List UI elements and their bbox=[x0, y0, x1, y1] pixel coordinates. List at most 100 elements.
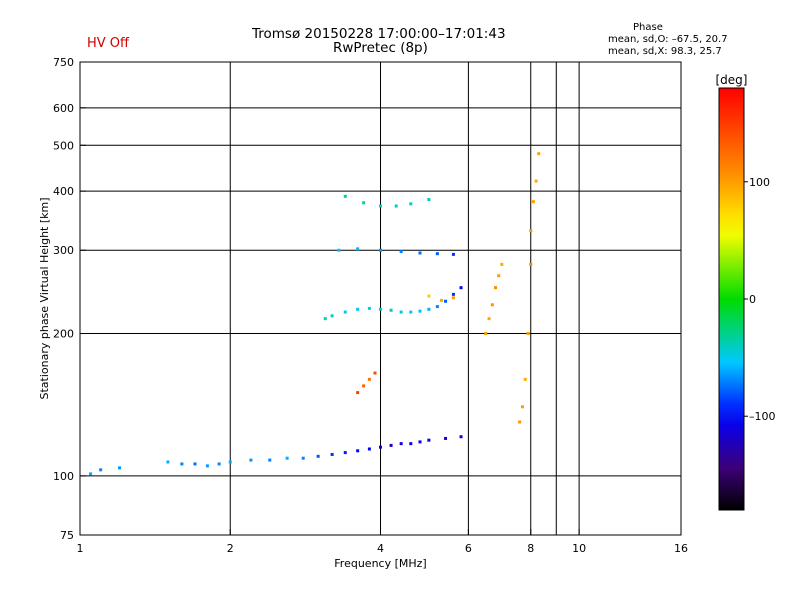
data-point bbox=[534, 179, 538, 183]
data-point bbox=[356, 449, 360, 453]
data-point bbox=[373, 371, 377, 375]
y-tick-label: 500 bbox=[53, 139, 74, 152]
colorbar bbox=[718, 87, 745, 511]
data-point bbox=[399, 250, 403, 254]
data-point bbox=[367, 377, 371, 381]
data-point bbox=[523, 377, 527, 381]
hv-status-label: HV Off bbox=[87, 36, 129, 51]
data-point bbox=[427, 294, 431, 298]
data-point bbox=[356, 391, 360, 395]
x-tick-label: 8 bbox=[527, 542, 534, 555]
x-tick-label: 4 bbox=[377, 542, 384, 555]
data-point bbox=[435, 252, 439, 256]
data-point bbox=[379, 445, 382, 449]
data-point bbox=[343, 451, 347, 455]
data-point bbox=[418, 251, 422, 255]
data-point bbox=[529, 262, 533, 266]
data-point bbox=[356, 307, 360, 311]
data-point bbox=[490, 303, 494, 307]
data-point bbox=[427, 307, 431, 311]
data-point bbox=[444, 299, 448, 303]
data-point bbox=[268, 458, 272, 462]
data-point bbox=[394, 204, 398, 208]
data-point bbox=[193, 462, 197, 466]
y-tick-label: 200 bbox=[53, 328, 74, 341]
y-tick-label: 100 bbox=[53, 470, 74, 483]
data-point bbox=[427, 438, 431, 442]
data-points bbox=[89, 152, 541, 476]
data-point bbox=[500, 262, 504, 266]
data-point bbox=[427, 198, 431, 202]
data-point bbox=[379, 307, 382, 311]
data-point bbox=[494, 286, 498, 290]
x-tick-label: 10 bbox=[572, 542, 586, 555]
data-point bbox=[323, 317, 327, 321]
data-point bbox=[529, 229, 533, 233]
data-point bbox=[418, 440, 422, 444]
colorbar-label: [deg] bbox=[716, 73, 748, 87]
data-point bbox=[520, 405, 524, 409]
data-point bbox=[379, 248, 382, 252]
data-point bbox=[301, 456, 305, 460]
ionogram-title: Tromsø 20150228 17:00:00–17:01:43 bbox=[252, 26, 506, 42]
data-point bbox=[435, 305, 439, 309]
data-point bbox=[484, 332, 488, 336]
data-point bbox=[228, 460, 232, 464]
data-point bbox=[526, 332, 530, 336]
data-point bbox=[356, 247, 360, 251]
y-tick-label: 300 bbox=[53, 244, 74, 257]
data-point bbox=[389, 308, 393, 312]
data-point bbox=[118, 466, 122, 470]
data-point bbox=[217, 462, 221, 466]
data-point bbox=[343, 194, 347, 198]
data-point bbox=[537, 152, 541, 156]
phase-stats-title: Phase bbox=[633, 22, 663, 33]
data-point bbox=[343, 310, 347, 314]
y-tick-label: 75 bbox=[60, 529, 74, 542]
data-point bbox=[518, 420, 522, 424]
y-tick-label: 750 bbox=[53, 56, 74, 69]
data-point bbox=[399, 310, 403, 314]
x-tick-label: 6 bbox=[465, 542, 472, 555]
data-point bbox=[180, 462, 184, 466]
data-point bbox=[531, 200, 535, 204]
x-tick-label: 2 bbox=[227, 542, 234, 555]
data-point bbox=[451, 296, 455, 300]
data-point bbox=[367, 447, 371, 451]
data-point bbox=[409, 310, 413, 314]
data-point bbox=[99, 468, 103, 472]
y-tick-label: 400 bbox=[53, 185, 74, 198]
y-tick-label: 600 bbox=[53, 102, 74, 115]
data-point bbox=[367, 306, 371, 310]
data-point bbox=[409, 202, 413, 206]
data-point bbox=[440, 298, 444, 302]
data-point bbox=[337, 248, 341, 252]
data-point bbox=[166, 460, 170, 464]
data-point bbox=[418, 309, 422, 313]
data-point bbox=[399, 442, 403, 446]
data-point bbox=[379, 204, 382, 208]
y-axis-label: Stationary phase Virtual Height [km] bbox=[38, 197, 51, 399]
data-point bbox=[389, 443, 393, 447]
data-point bbox=[205, 464, 209, 468]
data-point bbox=[497, 274, 501, 278]
data-point bbox=[409, 442, 413, 446]
data-point bbox=[451, 292, 455, 296]
data-point bbox=[451, 252, 455, 256]
x-tick-label: 1 bbox=[77, 542, 84, 555]
data-point bbox=[89, 472, 93, 476]
ionogram-subtitle: RwPretec (8p) bbox=[333, 40, 428, 56]
data-point bbox=[330, 452, 334, 456]
data-point bbox=[459, 435, 463, 439]
data-point bbox=[444, 436, 448, 440]
x-axis-label: Frequency [MHz] bbox=[334, 557, 426, 570]
data-point bbox=[285, 456, 289, 460]
colorbar-tick-label: 100 bbox=[749, 176, 770, 189]
data-point bbox=[362, 201, 366, 205]
colorbar-tick-label: –100 bbox=[749, 410, 776, 423]
data-point bbox=[362, 384, 366, 388]
data-point bbox=[330, 314, 334, 318]
colorbar-tick-label: 0 bbox=[749, 293, 756, 306]
phase-stats-o: mean, sd,O: –67.5, 20.7 bbox=[608, 34, 728, 45]
